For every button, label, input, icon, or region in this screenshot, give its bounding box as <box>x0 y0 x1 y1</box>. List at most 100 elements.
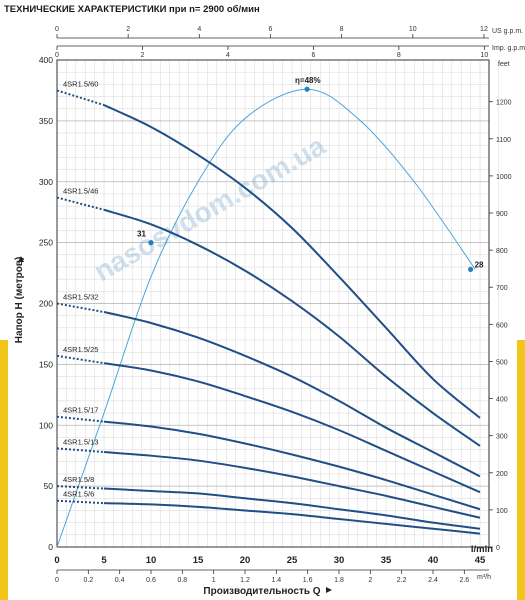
efficiency-curve: 31 η=48% 28 <box>56 76 484 548</box>
us-gpm-tick-label: 8 <box>340 26 344 33</box>
efficiency-marker-label: 31 <box>137 230 146 239</box>
performance-curve <box>103 362 481 494</box>
yellow-accent-left <box>0 340 8 600</box>
x-tick-label: 0 <box>54 555 59 566</box>
imp-gpm-unit-label: Imp. g.p.m. <box>492 45 525 52</box>
m3h-tick-label: 0.8 <box>177 577 187 584</box>
us-gpm-tick-label: 2 <box>126 26 130 33</box>
feet-tick-label: 400 <box>496 397 508 404</box>
top-axis-us-gpm: 0 2 4 6 8 10 12 US g.p.m. <box>55 26 523 39</box>
curve-dotted-segment <box>56 196 105 211</box>
m3h-tick-label: 1.8 <box>334 577 344 584</box>
imp-gpm-tick-label: 2 <box>141 52 145 59</box>
m3h-tick-label: 2.4 <box>428 577 438 584</box>
x-tick-label: 30 <box>334 555 345 566</box>
x-tick-label: 20 <box>240 555 251 566</box>
feet-tick-label: 300 <box>496 434 508 441</box>
y-tick-label: 150 <box>39 359 53 369</box>
x-axis-arrow-icon <box>326 587 332 593</box>
m3h-tick-label: 1 <box>212 577 216 584</box>
chart-title: ТЕХНИЧЕСКИЕ ХАРАКТЕРИСТИКИ при n= 2900 о… <box>4 4 260 15</box>
feet-tick-label: 1100 <box>496 137 511 144</box>
m3h-tick-label: 1.2 <box>240 577 250 584</box>
performance-curve <box>103 487 481 530</box>
us-gpm-tick-label: 10 <box>409 26 417 33</box>
us-gpm-tick-label: 12 <box>480 26 488 33</box>
curve-label: 4SR1.5/17 <box>63 406 98 415</box>
us-gpm-tick-label: 0 <box>55 26 59 33</box>
feet-tick-label: 500 <box>496 359 508 366</box>
feet-tick-label: 800 <box>496 248 508 255</box>
imp-gpm-tick-label: 8 <box>397 52 401 59</box>
y-tick-label: 0 <box>48 542 53 552</box>
y-tick-label: 100 <box>39 420 53 430</box>
curve-label: 4SR1.5/6 <box>63 490 94 499</box>
y-tick-label: 50 <box>44 481 54 491</box>
x-tick-label: 35 <box>381 555 392 566</box>
curve-label: 4SR1.5/8 <box>63 475 94 484</box>
x-tick-label: 40 <box>428 555 439 566</box>
performance-curve <box>103 208 481 447</box>
m3h-tick-label: 0 <box>55 577 59 584</box>
curve-label: 4SR1.5/46 <box>63 187 98 196</box>
feet-tick-label: 900 <box>496 211 508 218</box>
efficiency-marker <box>148 240 154 246</box>
m3h-tick-label: 0.2 <box>83 577 93 584</box>
curve-dotted-segment <box>56 499 105 505</box>
feet-tick-label: 100 <box>496 508 508 515</box>
us-gpm-tick-label: 4 <box>197 26 201 33</box>
x-tick-label: 5 <box>101 555 107 566</box>
m3h-tick-label: 0.6 <box>146 577 156 584</box>
us-gpm-tick-label: 6 <box>269 26 273 33</box>
yellow-accent-right <box>517 340 525 600</box>
imp-gpm-tick-label: 0 <box>55 52 59 59</box>
curve-dotted-segment <box>56 447 105 454</box>
efficiency-marker <box>304 86 310 92</box>
y-axis-title: Напор H (метров) <box>14 257 25 344</box>
y-tick-label: 350 <box>39 116 53 126</box>
imp-gpm-tick-label: 6 <box>311 52 315 59</box>
curve-label: 4SR1.5/25 <box>63 345 98 354</box>
m3h-tick-label: 1.4 <box>271 577 281 584</box>
imp-gpm-tick-label: 10 <box>480 52 488 59</box>
performance-curve <box>103 420 481 511</box>
watermark: nasosvdom.com.ua <box>89 129 331 287</box>
x-unit-label: l/min <box>471 544 493 555</box>
x-tick-label: 25 <box>287 555 298 566</box>
efficiency-marker <box>468 266 474 273</box>
feet-tick-label: 600 <box>496 322 508 329</box>
performance-curve <box>103 451 481 519</box>
top-axis-imp-gpm: 0 2 4 6 8 10 Imp. g.p.m. <box>55 45 525 59</box>
grid <box>56 59 500 548</box>
performance-curve <box>103 104 481 419</box>
performance-curve <box>103 311 481 478</box>
efficiency-marker-label: 28 <box>475 260 484 269</box>
y-tick-label: 400 <box>39 55 53 65</box>
m3h-tick-label: 2.6 <box>459 577 469 584</box>
efficiency-line <box>56 88 476 548</box>
performance-curve <box>103 502 481 535</box>
feet-tick-label: 200 <box>496 471 508 478</box>
m3h-unit-label: m³/h <box>477 574 491 581</box>
left-axis-meters: 0 50 100 150 200 250 300 350 400 <box>39 55 53 552</box>
bottom-axis-m3h: 0 0.2 0.4 0.6 0.8 1 1.2 1.4 1.6 1.8 2 2.2 2.4 2.6 m³/h <box>55 569 491 584</box>
curve-dotted-segment <box>56 354 105 365</box>
x-tick-label: 15 <box>193 555 204 566</box>
feet-tick-label: 700 <box>496 285 508 292</box>
curve-label: 4SR1.5/32 <box>63 293 98 302</box>
m3h-tick-label: 2 <box>368 577 372 584</box>
curve-label: 4SR1.5/60 <box>63 79 98 88</box>
x-axis-label: Производительность Q <box>203 586 320 597</box>
y-tick-label: 300 <box>39 177 53 187</box>
feet-tick-label: 1000 <box>496 174 512 181</box>
x-tick-label: 10 <box>146 555 157 566</box>
feet-tick-label: 0 <box>496 545 500 552</box>
bottom-axis-lmin: 0 5 10 15 20 25 30 35 40 45l/min <box>54 544 493 566</box>
curve-dotted-segment <box>56 89 105 107</box>
y-axis-label: Напор H (метров) <box>14 257 25 344</box>
imp-gpm-tick-label: 4 <box>226 52 230 59</box>
x-tick-label: 45 <box>475 555 486 566</box>
y-tick-label: 250 <box>39 238 53 248</box>
m3h-tick-label: 1.6 <box>303 577 313 584</box>
